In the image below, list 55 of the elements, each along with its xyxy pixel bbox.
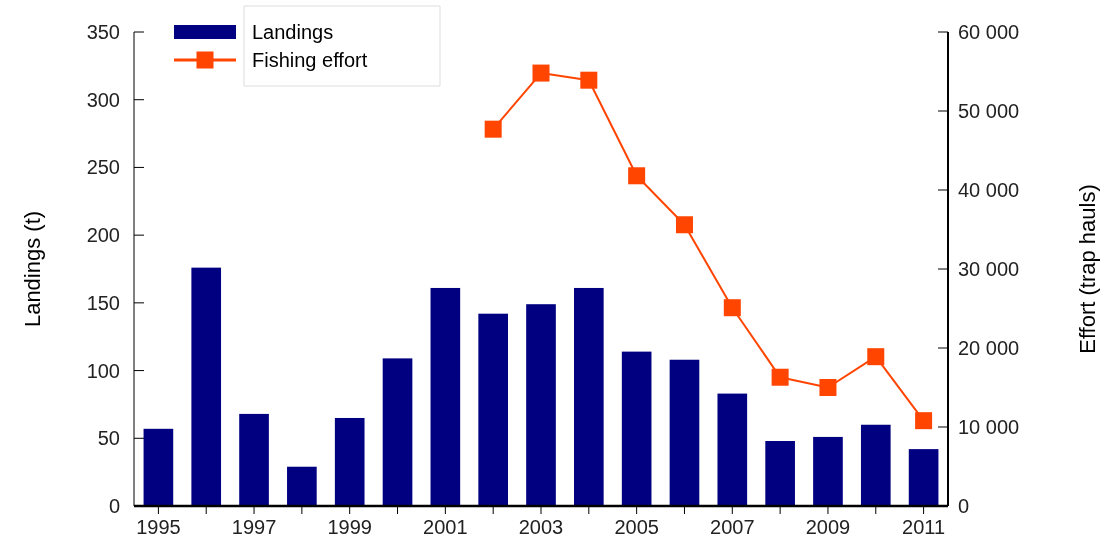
y2-tick-label: 30 000 bbox=[958, 258, 1020, 280]
bar bbox=[239, 413, 269, 506]
point bbox=[580, 71, 598, 89]
point bbox=[628, 167, 646, 185]
x-tick-label: 2007 bbox=[710, 516, 755, 538]
bar bbox=[430, 287, 461, 506]
point bbox=[915, 412, 933, 430]
x-tick-label: 1995 bbox=[136, 516, 181, 538]
y-tick-label: 100 bbox=[86, 359, 120, 382]
bar bbox=[382, 358, 413, 506]
point bbox=[723, 299, 741, 317]
bar bbox=[813, 436, 843, 506]
bar bbox=[621, 351, 652, 506]
y-tick-label: 250 bbox=[86, 156, 120, 179]
y-tick-label: 300 bbox=[86, 88, 120, 111]
point bbox=[819, 379, 837, 396]
bar bbox=[143, 428, 174, 506]
bar bbox=[478, 313, 508, 506]
x-tick-label: 2011 bbox=[902, 516, 946, 538]
bar bbox=[860, 424, 891, 506]
bar bbox=[574, 287, 604, 506]
y-tick-label: 150 bbox=[86, 291, 120, 314]
legend-label: Landings bbox=[252, 21, 334, 43]
point bbox=[771, 368, 789, 386]
point bbox=[867, 348, 885, 366]
point bbox=[484, 120, 502, 138]
y2-tick-label: 40 000 bbox=[958, 179, 1020, 201]
x-tick-label: 2009 bbox=[805, 516, 851, 538]
y-axis-title: Landings (t) bbox=[20, 210, 45, 328]
y-tick-label: 350 bbox=[86, 21, 120, 43]
x-tick-label: 2005 bbox=[614, 516, 659, 538]
point bbox=[532, 64, 550, 82]
y2-tick-label: 50 000 bbox=[958, 100, 1020, 122]
y2-tick-label: 60 000 bbox=[958, 21, 1020, 43]
y-tick-label: 0 bbox=[108, 495, 120, 517]
bar bbox=[669, 359, 700, 506]
y2-axis-title: Effort (trap hauls) bbox=[1075, 184, 1100, 354]
x-tick-label: 1999 bbox=[327, 516, 372, 538]
bar bbox=[717, 393, 748, 506]
legend-label: Fishing effort bbox=[252, 49, 368, 71]
point bbox=[675, 216, 693, 234]
bar bbox=[287, 466, 317, 506]
x-tick-label: 2001 bbox=[423, 516, 468, 538]
y-tick-label: 200 bbox=[86, 224, 120, 247]
bar bbox=[526, 304, 556, 506]
bar bbox=[765, 440, 795, 506]
x-tick-label: 2003 bbox=[518, 516, 564, 538]
bar bbox=[334, 417, 365, 506]
y2-tick-label: 20 000 bbox=[958, 337, 1020, 359]
y2-tick-label: 0 bbox=[958, 495, 970, 517]
y2-tick-label: 10 000 bbox=[958, 416, 1020, 438]
bar bbox=[191, 267, 222, 506]
bar bbox=[908, 449, 939, 506]
y-tick-label: 50 bbox=[97, 427, 120, 450]
x-tick-label: 1997 bbox=[231, 516, 277, 538]
